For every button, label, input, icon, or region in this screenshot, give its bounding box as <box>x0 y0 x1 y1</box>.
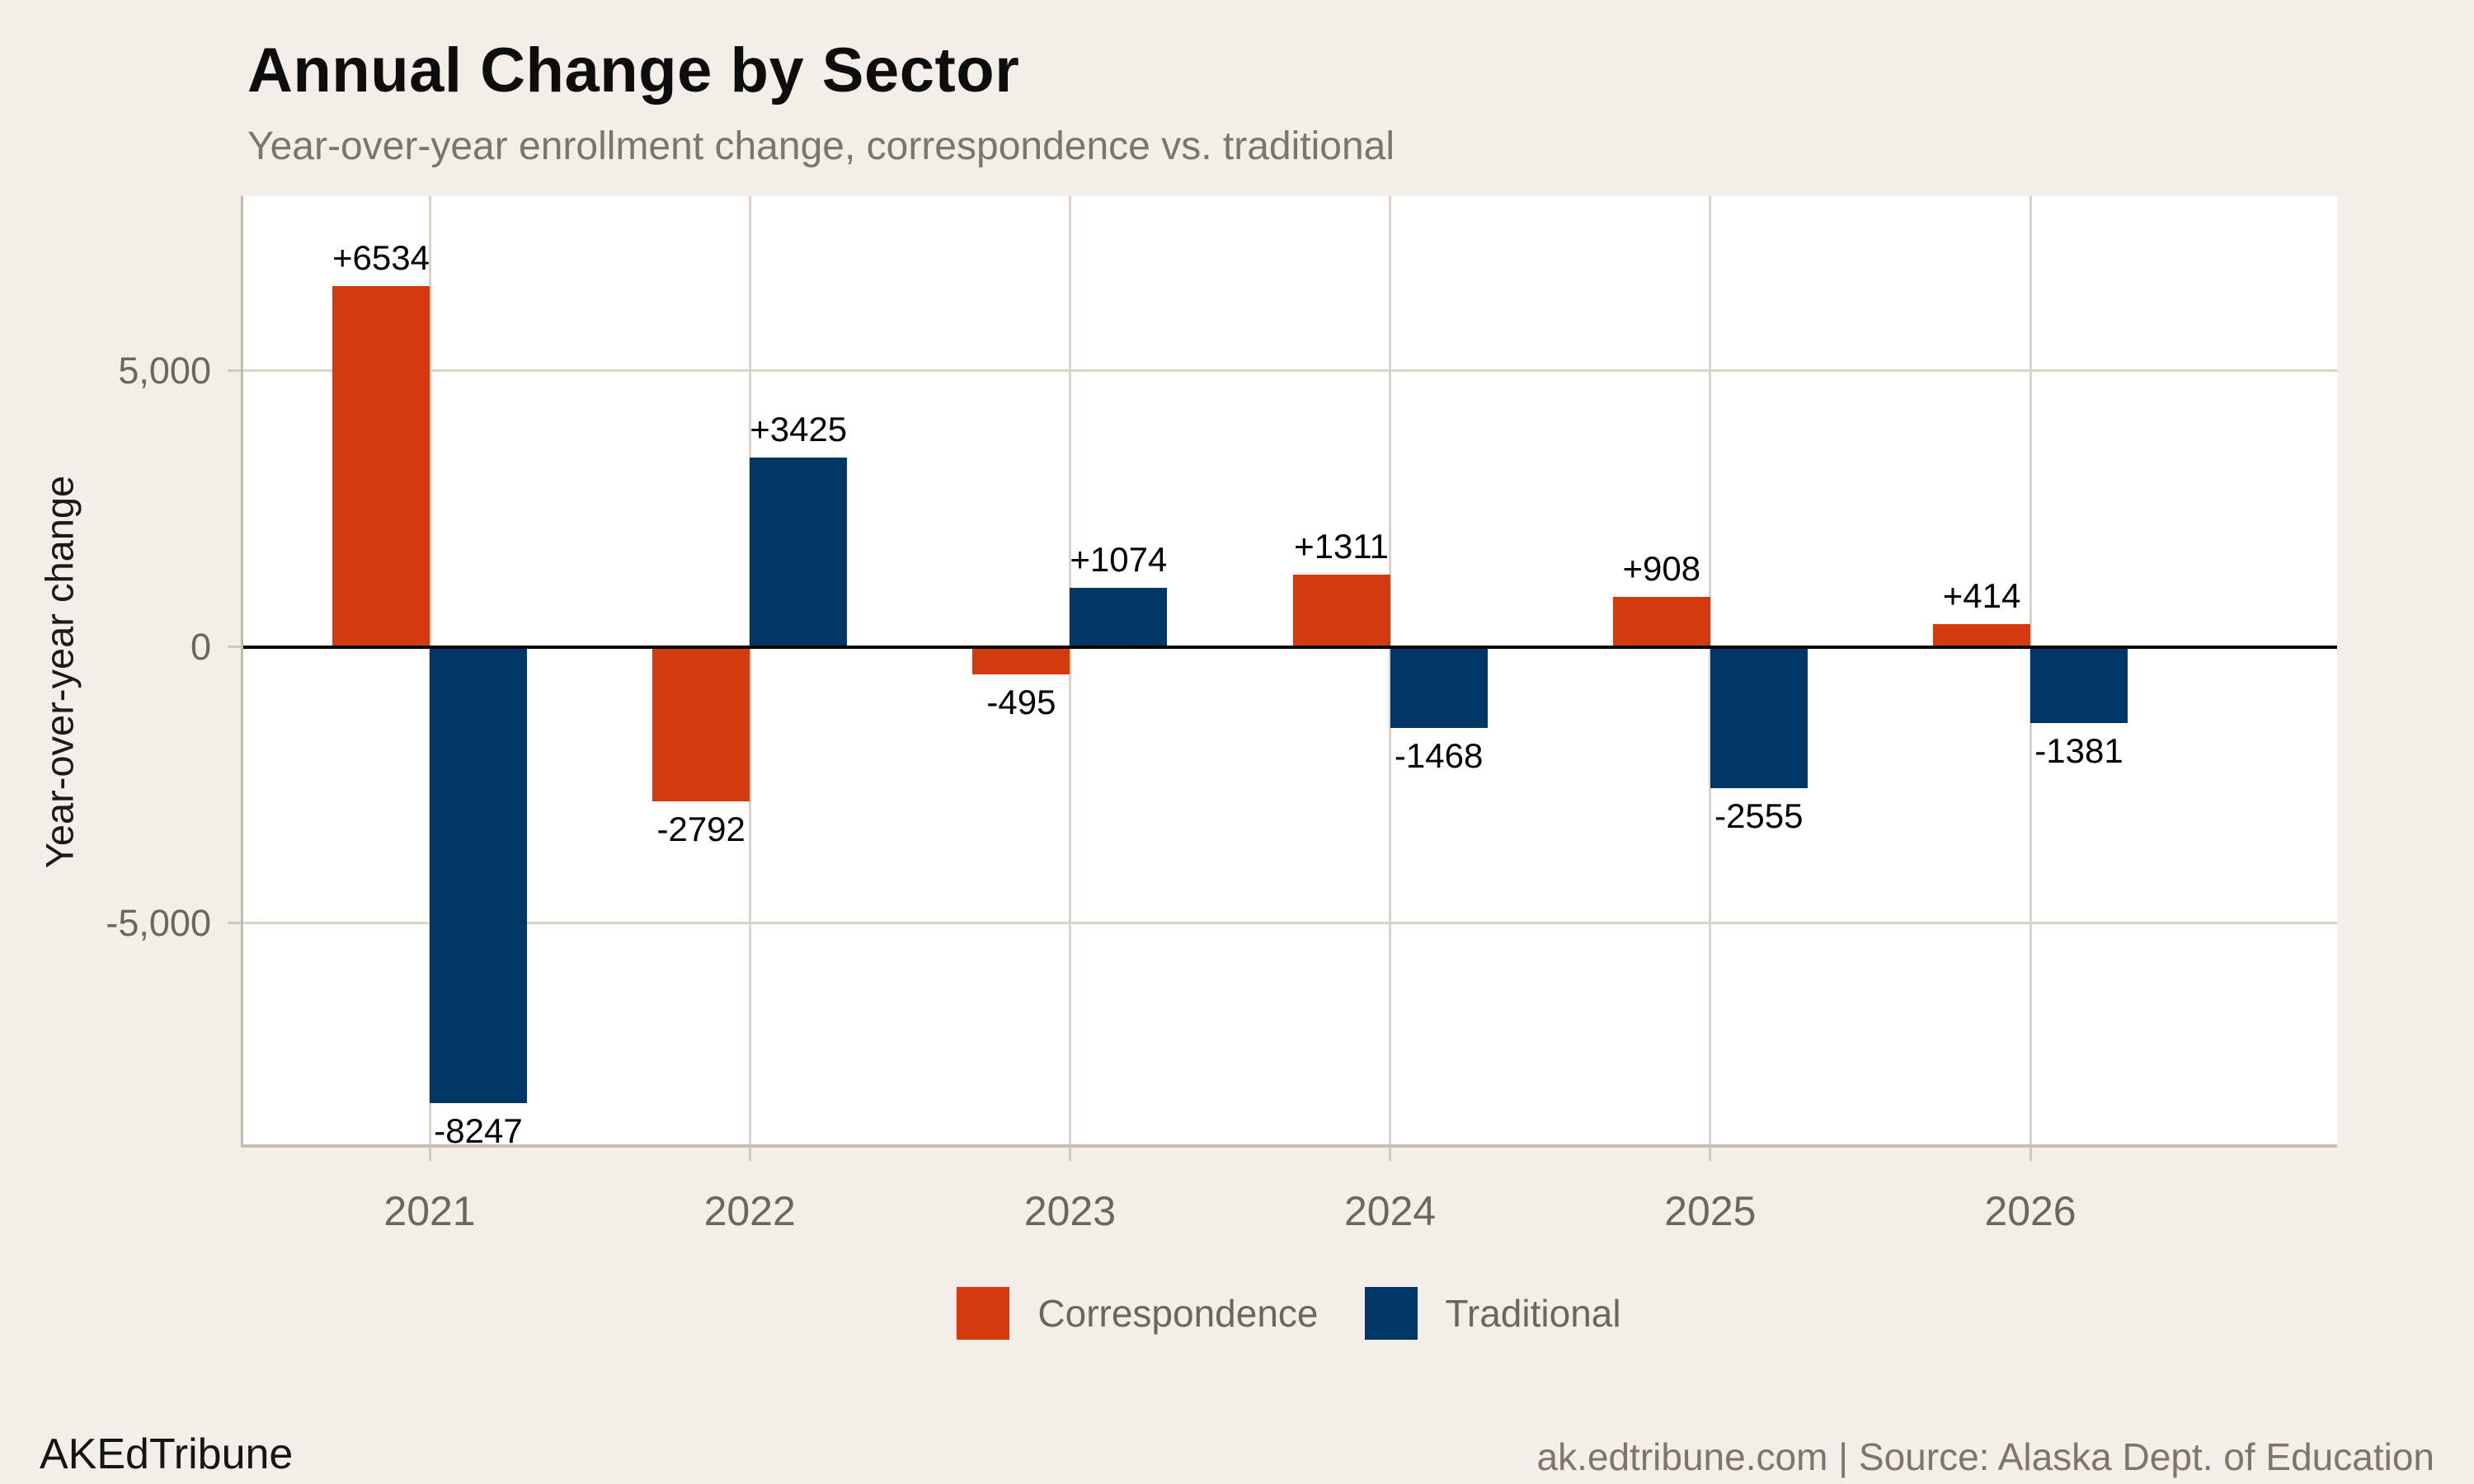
bar-correspondence-2024 <box>1292 574 1390 647</box>
horizontal-gridline <box>243 922 2337 925</box>
bar-value-label: -2792 <box>656 809 745 848</box>
page-subtitle: Year-over-year enrollment change, corres… <box>247 124 1395 168</box>
bar-value-label: +3425 <box>750 410 848 449</box>
chart-legend: Correspondence Traditional <box>241 1286 2337 1341</box>
bar-traditional-2023 <box>1070 587 1168 647</box>
y-axis-tick <box>228 922 241 925</box>
zero-baseline <box>243 645 2337 649</box>
x-axis-tick-label: 2023 <box>1023 1188 1117 1234</box>
bar-value-label: +908 <box>1622 549 1701 588</box>
y-axis-tick <box>228 369 241 373</box>
x-axis-tick <box>1068 1148 1071 1161</box>
x-axis-tick-label: 2025 <box>1664 1188 1757 1234</box>
bar-value-label: +1074 <box>1070 539 1168 579</box>
legend-item-correspondence: Correspondence <box>957 1287 1319 1340</box>
footer-source-attribution: ak.edtribune.com | Source: Alaska Dept. … <box>1536 1435 2434 1478</box>
y-axis-tick-label: 0 <box>190 625 211 668</box>
bar-correspondence-2022 <box>652 646 750 801</box>
bar-traditional-2026 <box>2030 646 2128 724</box>
x-axis-tick-label: 2021 <box>383 1188 476 1234</box>
bar-traditional-2025 <box>1710 646 1808 789</box>
bar-correspondence-2026 <box>1933 624 2030 647</box>
bar-traditional-2022 <box>750 458 848 647</box>
x-axis-tick-label: 2026 <box>1984 1188 2077 1234</box>
bar-value-label: -495 <box>986 683 1056 722</box>
bar-correspondence-2021 <box>332 285 430 647</box>
y-axis-tick <box>228 646 241 649</box>
bar-traditional-2021 <box>430 646 527 1103</box>
legend-swatch-correspondence <box>957 1287 1010 1340</box>
vertical-gridline <box>1068 196 1071 1144</box>
x-axis-tick <box>2029 1148 2032 1161</box>
bar-value-label: -1468 <box>1394 736 1484 776</box>
legend-swatch-traditional <box>1364 1287 1418 1340</box>
bar-value-label: +414 <box>1942 576 2021 616</box>
y-axis-title: Year-over-year change <box>37 475 82 869</box>
y-axis-tick-label: -5,000 <box>106 901 211 944</box>
bar-value-label: -8247 <box>434 1111 523 1150</box>
y-axis-tick-label: 5,000 <box>118 349 211 392</box>
footer-brand: AKEdTribune <box>40 1430 294 1478</box>
legend-label: Traditional <box>1445 1292 1621 1335</box>
bar-traditional-2024 <box>1390 646 1488 729</box>
horizontal-gridline <box>243 369 2337 373</box>
vertical-gridline <box>748 196 751 1144</box>
page-title: Annual Change by Sector <box>247 35 1020 106</box>
legend-label: Correspondence <box>1037 1292 1319 1335</box>
x-axis-tick <box>428 1148 431 1161</box>
x-axis-tick-label: 2022 <box>703 1188 796 1234</box>
x-axis-tick-label: 2024 <box>1343 1188 1437 1234</box>
x-axis-tick <box>1709 1148 1712 1161</box>
bar-value-label: -1381 <box>2034 731 2124 771</box>
bar-correspondence-2023 <box>972 646 1070 675</box>
x-axis-tick <box>1389 1148 1392 1161</box>
legend-item-traditional: Traditional <box>1364 1287 1621 1340</box>
x-axis-tick <box>748 1148 751 1161</box>
bar-value-label: +1311 <box>1294 526 1390 566</box>
bar-correspondence-2025 <box>1612 597 1710 647</box>
chart-plot-area: +6534 -2792 -495 +1311 +908 +414 -8247 +3425 +10… <box>241 196 2337 1150</box>
bar-value-label: -2555 <box>1714 796 1804 836</box>
bar-value-label: +6534 <box>332 237 430 277</box>
